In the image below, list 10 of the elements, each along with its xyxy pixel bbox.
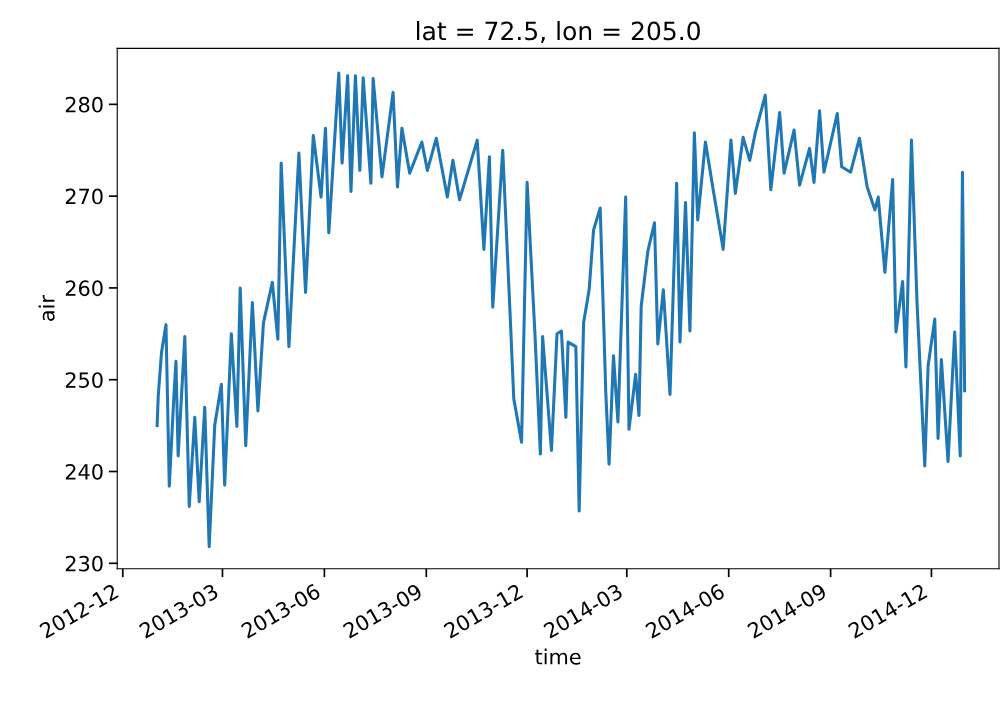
chart-title: lat = 72.5, lon = 205.0 bbox=[416, 21, 700, 43]
x-axis-title: time bbox=[535, 648, 581, 665]
y-tick-label: 270 bbox=[65, 188, 103, 205]
y-axis-title: air bbox=[38, 295, 55, 321]
y-tick-label: 230 bbox=[65, 555, 103, 572]
line-series bbox=[155, 71, 967, 549]
y-tick-label: 280 bbox=[65, 96, 103, 113]
y-tick-label: 250 bbox=[65, 372, 103, 388]
y-tick-label: 260 bbox=[65, 280, 103, 297]
y-tick-label: 240 bbox=[65, 463, 103, 480]
